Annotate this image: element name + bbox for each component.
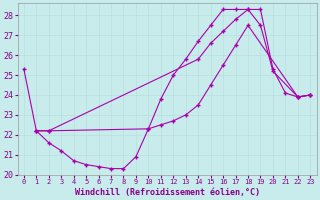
X-axis label: Windchill (Refroidissement éolien,°C): Windchill (Refroidissement éolien,°C): [75, 188, 260, 197]
